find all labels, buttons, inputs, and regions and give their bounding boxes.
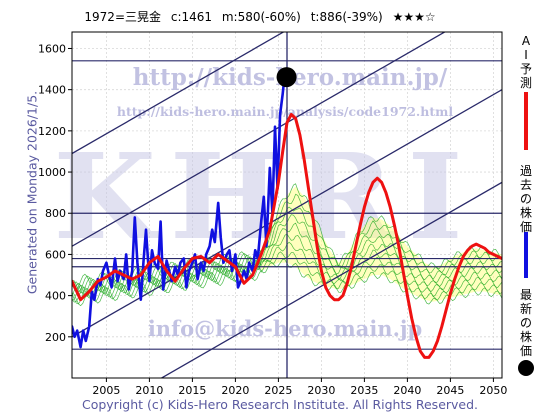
channel-line bbox=[72, 32, 285, 155]
x-tick-label: 2030 bbox=[307, 384, 335, 397]
legend-past-price-label: 過去の株価 bbox=[518, 164, 534, 234]
legend-latest-price-char: 新 bbox=[519, 302, 532, 316]
legend-past-price-char: 過 bbox=[519, 164, 532, 178]
stock-code-name: 1972=三晃金 bbox=[84, 10, 162, 24]
legend-latest-price-char: 価 bbox=[519, 344, 532, 358]
legend-ai-forecast-char: 予 bbox=[519, 62, 532, 76]
plot-frame bbox=[71, 31, 503, 379]
chart-header: 1972=三晃金 c:1461 m:580(-60%) t:886(-39%) … bbox=[0, 8, 520, 25]
legend-past-price-char: 去 bbox=[519, 178, 532, 192]
generated-date-text: Generated on Monday 2026/1/5. bbox=[24, 90, 40, 295]
mid-target: m:580(-60%) bbox=[221, 10, 301, 24]
latest-marker bbox=[276, 67, 297, 88]
x-tick-label: 2020 bbox=[221, 384, 249, 397]
target-price: t:886(-39%) bbox=[310, 10, 383, 24]
x-tick-label: 2025 bbox=[264, 384, 292, 397]
grid bbox=[72, 32, 502, 378]
series bbox=[72, 67, 502, 359]
current-price: c:1461 bbox=[170, 10, 213, 24]
x-tick-label: 2040 bbox=[393, 384, 421, 397]
y-ticks: 200 400 600 800 1000 1200 1400 1600 bbox=[38, 42, 72, 344]
legend-ai-forecast-char: A bbox=[521, 34, 531, 48]
generated-date-label: Generated on Monday 2026/1/5. bbox=[22, 45, 42, 345]
x-tick-label: 2035 bbox=[350, 384, 378, 397]
y-tick-label: 1600 bbox=[38, 42, 66, 55]
y-tick-label: 800 bbox=[45, 207, 66, 220]
legend-latest-price-char: の bbox=[519, 316, 532, 330]
y-tick-label: 1200 bbox=[38, 125, 66, 138]
y-tick-label: 600 bbox=[45, 248, 66, 261]
x-tick-label: 2015 bbox=[178, 384, 206, 397]
x-tick-label: 2045 bbox=[436, 384, 464, 397]
legend-ai-forecast-char: I bbox=[524, 48, 528, 62]
legend-past-price-char: 価 bbox=[519, 220, 532, 234]
latest-price-dot bbox=[276, 67, 297, 88]
watermark-analysis-url: http://kids-hero.main.jp/analysis/code19… bbox=[117, 104, 453, 119]
legend-latest-price-swatch bbox=[518, 360, 534, 376]
legend-latest-price-label: 最新の株価 bbox=[518, 288, 534, 358]
legend-past-price-char: の bbox=[519, 192, 532, 206]
legend-latest-price-char: 株 bbox=[519, 330, 532, 344]
y-tick-label: 400 bbox=[45, 290, 66, 303]
legend-ai-forecast-char: 測 bbox=[519, 76, 532, 90]
legend-past-price-char: 株 bbox=[519, 206, 532, 220]
legend bbox=[518, 92, 534, 376]
x-ticks: 2005 2010 2015 2020 2025 2030 2035 2040 2045 2050 bbox=[92, 378, 507, 397]
x-tick-label: 2050 bbox=[479, 384, 507, 397]
ai-forecast-line bbox=[72, 112, 502, 359]
y-tick-label: 200 bbox=[45, 331, 66, 344]
legend-latest-price-char: 最 bbox=[519, 288, 532, 302]
x-tick-label: 2005 bbox=[92, 384, 120, 397]
y-tick-label: 1000 bbox=[38, 166, 66, 179]
watermark-email: info@kids-hero.main.jp bbox=[148, 316, 422, 341]
y-tick-label: 1400 bbox=[38, 84, 66, 97]
past-price-line bbox=[72, 67, 288, 349]
copyright-footer: Copyright (c) Kids-Hero Research Institu… bbox=[81, 397, 479, 412]
x-tick-label: 2010 bbox=[135, 384, 163, 397]
rating-stars: ★★★☆ bbox=[392, 10, 436, 24]
